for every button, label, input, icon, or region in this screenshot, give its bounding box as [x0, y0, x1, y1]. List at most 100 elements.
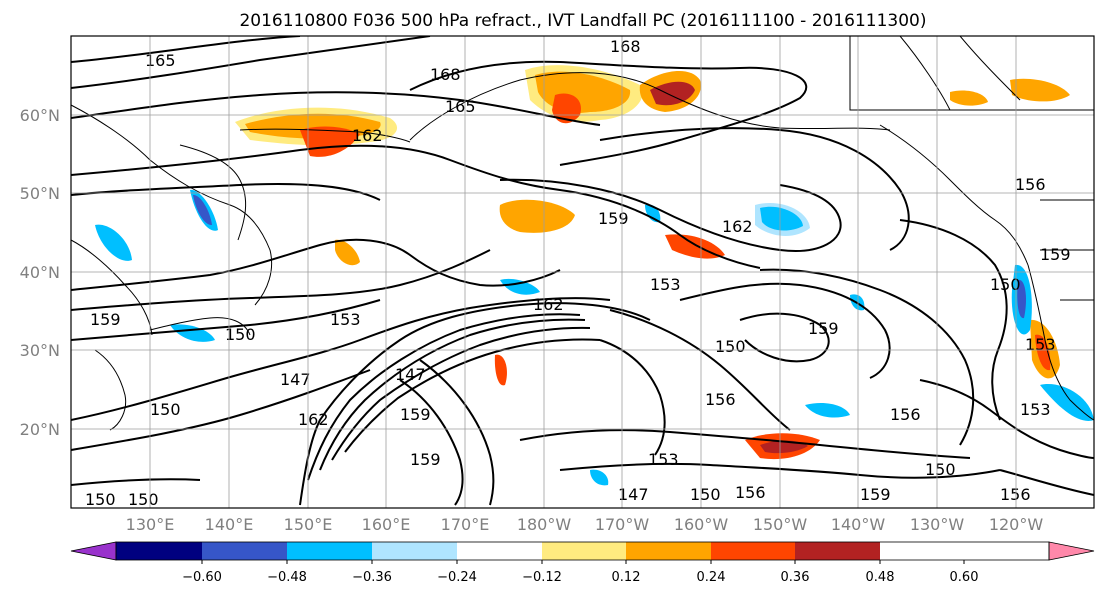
contour-label: 153: [650, 275, 681, 294]
lat-label: 20°N: [20, 420, 60, 439]
figure-title: 2016110800 F036 500 hPa refract., IVT La…: [239, 11, 926, 31]
contour-label: 156: [890, 405, 921, 424]
lat-label: 40°N: [20, 263, 60, 282]
contour-label: 150: [128, 490, 159, 509]
contour-label: 159: [598, 209, 629, 228]
contour-label-group: 165 168 168 165 162 159 162 153 159 162 …: [85, 37, 1071, 509]
positive-anomaly-region: [650, 81, 695, 106]
negative-anomaly-region: [805, 403, 850, 418]
colorbar-tick-label: 0.36: [781, 570, 810, 585]
longitude-labels: 130°E 140°E 150°E 160°E 170°E 180°W 170°…: [126, 515, 1044, 534]
lon-label: 150°W: [753, 515, 808, 534]
lat-label: 50°N: [20, 184, 60, 203]
positive-anomaly-region: [1010, 78, 1070, 102]
colorbar-segment: [795, 542, 880, 560]
contour-label: 153: [1020, 400, 1051, 419]
colorbar-segment: [116, 542, 202, 560]
negative-anomaly-region: [95, 224, 132, 261]
contour-label: 156: [735, 483, 766, 502]
lon-label: 130°E: [126, 515, 175, 534]
contour-label: 162: [533, 295, 564, 314]
colorbar-tick-label: −0.60: [182, 570, 222, 585]
negative-anomaly-region: [170, 324, 215, 342]
lat-label: 30°N: [20, 341, 60, 360]
positive-anomaly-region: [494, 354, 507, 386]
lon-label: 170°W: [595, 515, 650, 534]
gridlines: [71, 36, 1094, 508]
coastlines: [71, 36, 1094, 431]
contour-label: 159: [1040, 245, 1071, 264]
contour-label: 165: [145, 51, 176, 70]
contour-label: 156: [705, 390, 736, 409]
contour-label: 159: [860, 485, 891, 504]
positive-anomaly-region: [1035, 334, 1051, 371]
contour-lines: [71, 36, 1094, 506]
contour-label: 150: [925, 460, 956, 479]
contour-label: 165: [445, 97, 476, 116]
colorbar: −0.60 −0.48 −0.36 −0.24 −0.12 0.12 0.24 …: [70, 541, 1095, 585]
contour-label: 159: [410, 450, 441, 469]
colorbar-tick-label: −0.24: [437, 570, 477, 585]
contour-label: 150: [85, 490, 116, 509]
lon-label: 180°W: [517, 515, 572, 534]
negative-anomaly-region: [500, 278, 540, 295]
contour-label: 153: [1025, 335, 1056, 354]
colorbar-tick-label: −0.36: [352, 570, 392, 585]
latitude-labels: 60°N 50°N 40°N 30°N 20°N: [20, 106, 60, 439]
positive-anomaly-region: [552, 93, 581, 124]
contour-label: 159: [400, 405, 431, 424]
lon-label: 160°W: [674, 515, 729, 534]
contour-label: 153: [330, 310, 361, 329]
contour-label: 156: [1000, 485, 1031, 504]
lon-label: 150°E: [284, 515, 333, 534]
map-panel: 165 168 168 165 162 159 162 153 159 162 …: [20, 35, 1095, 534]
colorbar-min-extension: [70, 541, 117, 561]
lat-label: 60°N: [20, 106, 60, 125]
contour-label: 147: [395, 365, 426, 384]
colorbar-segment: [626, 542, 711, 560]
colorbar-segment: [457, 542, 542, 560]
colorbar-max-extension: [1048, 541, 1095, 561]
negative-anomaly-region: [1017, 279, 1026, 319]
positive-anomaly-region: [335, 239, 360, 266]
lon-label: 160°E: [362, 515, 411, 534]
positive-anomaly-region: [499, 199, 575, 233]
contour-label: 156: [1015, 175, 1046, 194]
colorbar-segment: [711, 542, 795, 560]
positive-anomaly-region: [950, 90, 988, 106]
contour-label: 168: [430, 65, 461, 84]
contour-label: 147: [280, 370, 311, 389]
lon-label: 140°E: [205, 515, 254, 534]
map-frame: [70, 35, 1095, 509]
colorbar-frame: [115, 541, 1050, 561]
contour-label: 150: [225, 325, 256, 344]
lon-label: 130°W: [910, 515, 965, 534]
contour-label: 168: [610, 37, 641, 56]
positive-anomaly-region: [760, 440, 808, 454]
contour-label: 159: [808, 319, 839, 338]
colorbar-segment: [287, 542, 372, 560]
contour-label: 162: [352, 126, 383, 145]
contour-label: 159: [90, 310, 121, 329]
colorbar-tick-label: 0.60: [950, 570, 979, 585]
colorbar-tick-label: 0.24: [697, 570, 726, 585]
contour-label: 150: [690, 485, 721, 504]
lon-label: 170°E: [441, 515, 490, 534]
lon-label: 120°W: [989, 515, 1044, 534]
colorbar-segment: [542, 542, 626, 560]
negative-anomaly-region: [590, 469, 609, 486]
colorbar-segment: [202, 542, 287, 560]
negative-anomaly-region: [193, 194, 212, 226]
negative-anomaly-region: [760, 206, 803, 231]
contour-label: 147: [618, 485, 649, 504]
colorbar-tick-label: 0.12: [612, 570, 641, 585]
colorbar-tick-label: −0.48: [267, 570, 307, 585]
colorbar-segment: [372, 542, 457, 560]
positive-anomaly-region: [300, 126, 360, 157]
contour-label: 162: [298, 410, 329, 429]
shaded-anomalies: [95, 65, 1094, 486]
contour-label: 150: [715, 337, 746, 356]
contour-label: 153: [648, 450, 679, 469]
contour-label: 162: [722, 217, 753, 236]
contour-label: 150: [150, 400, 181, 419]
